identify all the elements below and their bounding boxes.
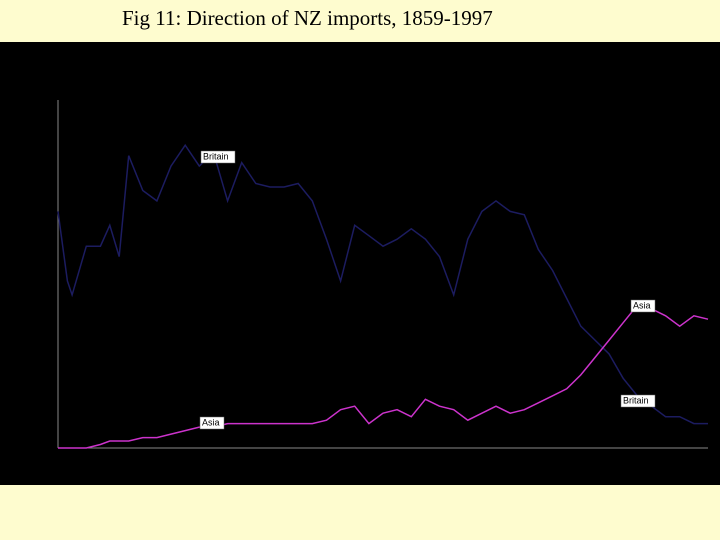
annotation: Asia [202,417,220,427]
chart: Britain Asia Britain Asia [0,42,720,485]
series-line [57,143,708,425]
annotation: Britain [203,151,229,161]
annotation: Britain [623,395,649,405]
series-line [58,304,709,449]
annotation-box [630,299,656,313]
slide-title: Fig 11: Direction of NZ imports, 1859-19… [122,6,493,30]
chart-background [0,42,720,485]
annotation-box [620,394,656,408]
annotation: Asia [633,300,651,310]
annotation-box [199,416,225,430]
annotation-box [200,150,236,164]
